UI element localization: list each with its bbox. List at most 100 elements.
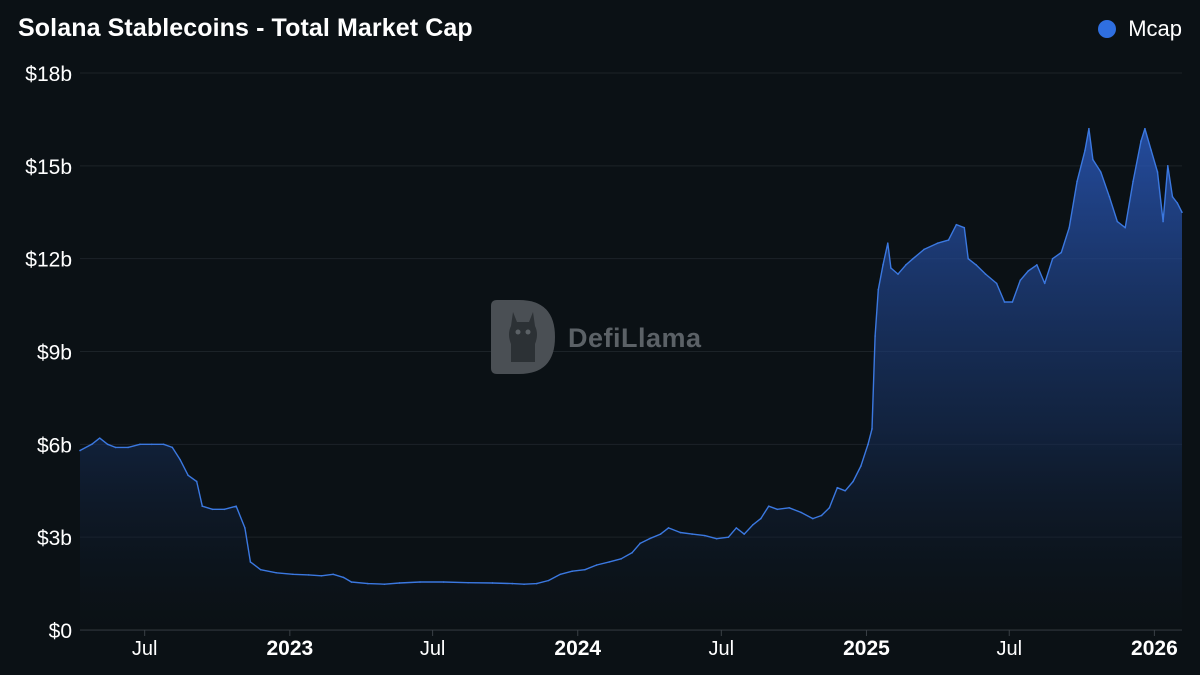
data-point [912, 257, 914, 260]
data-point [882, 264, 884, 266]
data-point [735, 527, 738, 529]
watermark: DefiLlama [568, 323, 702, 353]
data-point [620, 558, 622, 560]
x-tick-label: Jul [996, 638, 1022, 660]
data-point [1068, 226, 1070, 229]
x-tick-label: Jul [132, 638, 158, 660]
data-point [867, 443, 869, 446]
data-point [106, 443, 109, 446]
data-point [776, 508, 779, 511]
legend-label: Mcap [1128, 16, 1182, 41]
data-point [1156, 171, 1159, 173]
data-point [1036, 264, 1038, 266]
data-point [1011, 301, 1014, 303]
data-point [467, 581, 469, 584]
data-point [235, 505, 237, 508]
legend[interactable]: Mcap [1098, 16, 1182, 42]
series-mcap [79, 127, 1183, 630]
data-point [984, 273, 987, 275]
y-tick-label: $9b [37, 342, 72, 365]
data-point [828, 506, 831, 509]
data-point [547, 579, 550, 582]
data-point [419, 581, 421, 583]
data-point [559, 573, 562, 576]
data-point [1162, 220, 1164, 223]
data-point [703, 534, 706, 537]
data-point [398, 582, 401, 584]
data-point [1171, 195, 1174, 198]
data-point [1116, 220, 1119, 223]
data-point [114, 446, 117, 449]
data-point [162, 443, 165, 446]
data-point [171, 446, 174, 449]
data-point [844, 489, 846, 492]
data-point [201, 505, 204, 508]
data-point [759, 517, 762, 520]
data-point [139, 443, 141, 446]
data-point [871, 428, 873, 430]
x-tick-label: Jul [420, 638, 446, 660]
data-point [852, 480, 854, 483]
legend-swatch [1098, 20, 1117, 38]
chart-title: Solana Stablecoins - Total Market Cap [18, 14, 473, 42]
data-point [639, 542, 641, 545]
data-point [608, 561, 611, 563]
data-point [1043, 282, 1046, 285]
data-point [715, 537, 718, 540]
data-point [1167, 165, 1169, 167]
data-point [767, 505, 770, 508]
data-point [1003, 301, 1006, 303]
data-point [91, 443, 93, 446]
x-tick-label: Jul [709, 638, 735, 660]
data-point [187, 474, 189, 477]
data-point [874, 335, 876, 337]
data-point [743, 533, 745, 535]
data-point [223, 508, 226, 511]
data-point [535, 582, 538, 585]
data-point [975, 264, 977, 266]
x-tick-label: 2024 [554, 637, 601, 660]
data-point [179, 459, 181, 461]
data-point [1176, 202, 1179, 204]
data-point [963, 226, 966, 229]
data-point [1144, 127, 1146, 130]
data-point [1027, 270, 1029, 272]
y-tick-label: $12b [25, 249, 72, 272]
data-point [648, 537, 651, 540]
data-point [307, 574, 310, 576]
data-point [967, 257, 970, 260]
data-point [1092, 158, 1094, 161]
data-point [249, 561, 252, 563]
y-tick-label: $3b [37, 527, 72, 550]
data-point [679, 531, 682, 534]
data-point [1132, 180, 1134, 183]
data-point [820, 514, 823, 517]
data-point [383, 583, 386, 586]
data-point [860, 465, 862, 467]
x-tick-label: 2026 [1131, 637, 1178, 660]
data-point [259, 568, 262, 571]
data-point [631, 551, 633, 554]
data-point [1088, 127, 1090, 130]
data-point [947, 239, 950, 241]
x-tick-label: 2023 [266, 637, 313, 660]
data-point [667, 527, 670, 529]
data-point [1140, 140, 1142, 142]
data-point [127, 446, 129, 449]
data-point [584, 568, 586, 571]
data-point [275, 571, 278, 574]
y-tick-label: $6b [37, 434, 72, 457]
series-area [80, 128, 1182, 630]
data-point [800, 511, 802, 514]
data-point [511, 582, 514, 585]
data-point [1060, 251, 1063, 254]
data-point [1076, 180, 1078, 183]
data-point [367, 582, 369, 585]
x-axis: Jul 2023 Jul 2024 Jul 2025 Jul 2026 [132, 630, 1178, 660]
data-point [523, 583, 525, 586]
data-point [98, 437, 101, 439]
data-point [877, 288, 880, 291]
data-point [1051, 257, 1054, 260]
data-point [150, 443, 153, 446]
